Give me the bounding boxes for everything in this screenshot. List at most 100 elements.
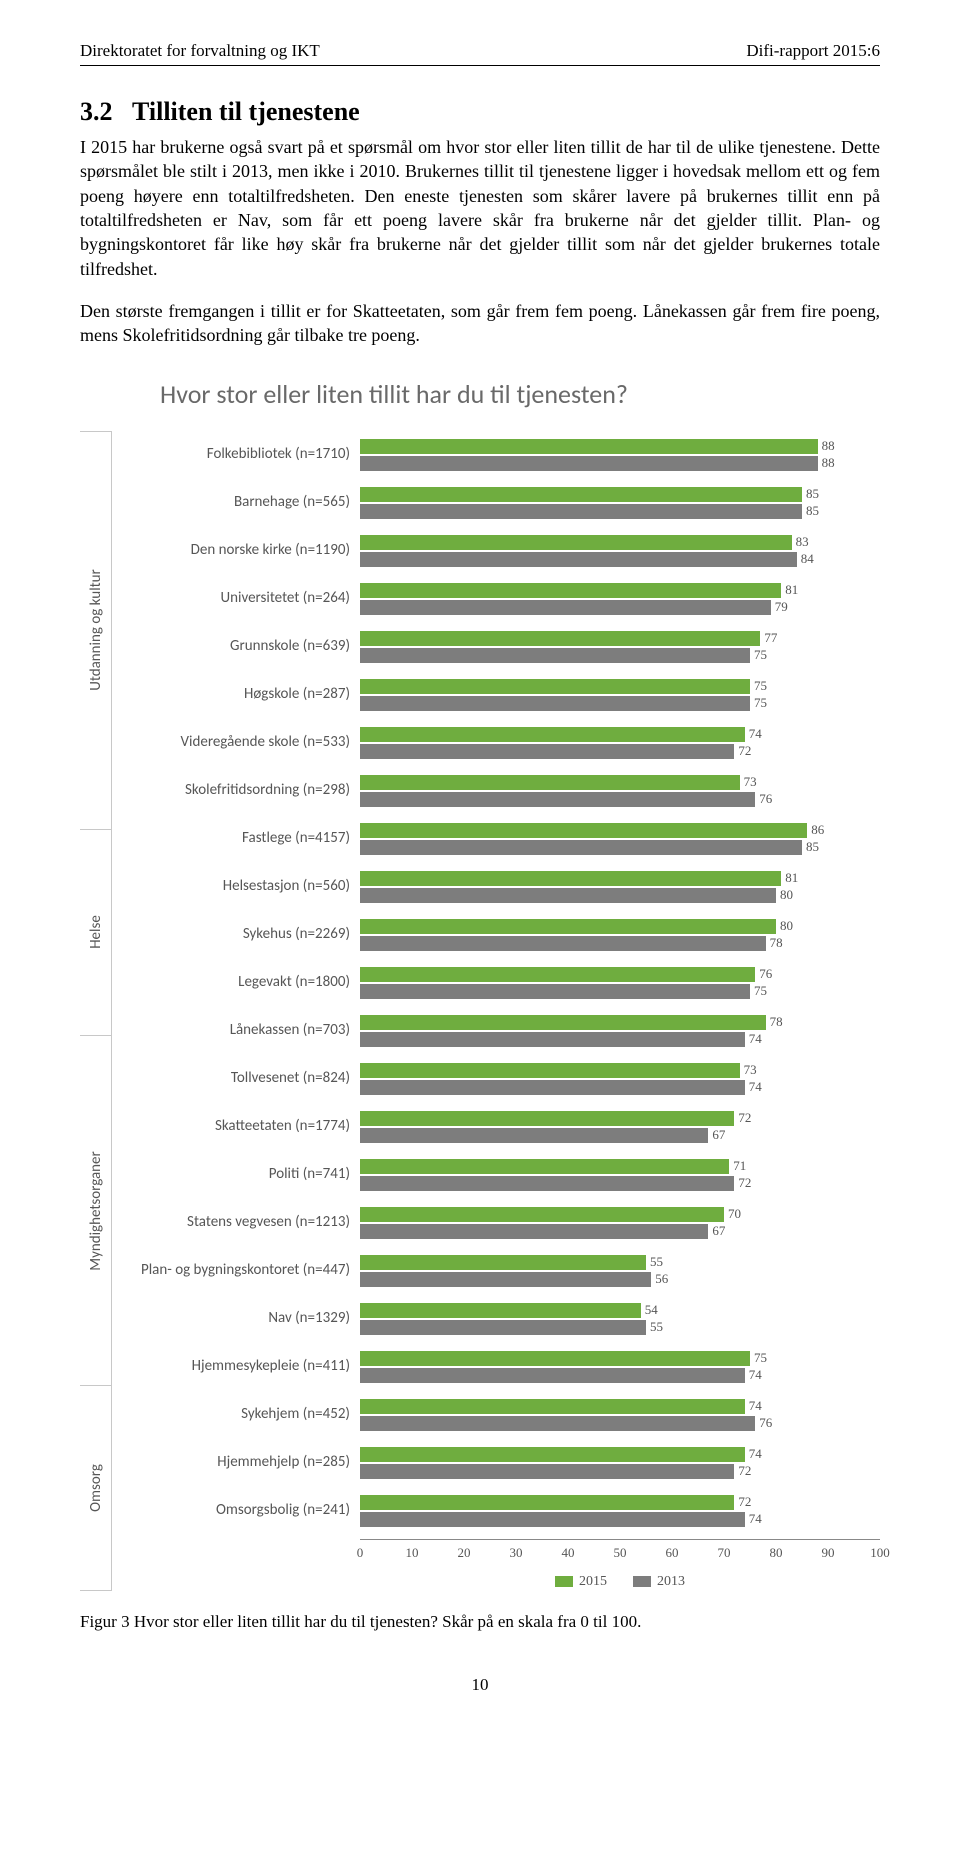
bar: 88 — [360, 456, 880, 471]
bar: 72 — [360, 1495, 880, 1510]
category-cell: Omsorg — [80, 1385, 111, 1591]
bar-value: 55 — [646, 1253, 663, 1271]
bar-rect — [360, 679, 750, 694]
bar-rect — [360, 1207, 724, 1222]
bar-value: 78 — [766, 934, 783, 952]
bar: 71 — [360, 1159, 880, 1174]
row-label: Fastlege (n=4157) — [112, 815, 360, 863]
bar: 75 — [360, 679, 880, 694]
bar-rect — [360, 1303, 641, 1318]
bar-rect — [360, 1032, 745, 1047]
bar-value: 88 — [818, 454, 835, 472]
legend-swatch-2013 — [633, 1576, 651, 1587]
bar-value: 85 — [802, 485, 819, 503]
bar-value: 72 — [734, 742, 751, 760]
bar-rect — [360, 487, 802, 502]
category-label: Myndighetsorganer — [85, 1151, 105, 1271]
row-label: Tollvesenet (n=824) — [112, 1055, 360, 1103]
bar: 74 — [360, 1512, 880, 1527]
bar-rect — [360, 1111, 734, 1126]
section-heading: 3.2 Tilliten til tjenestene — [80, 94, 880, 129]
page-number: 10 — [80, 1674, 880, 1697]
row-label: Skatteetaten (n=1774) — [112, 1103, 360, 1151]
section-title-text: Tilliten til tjenestene — [132, 97, 360, 126]
row-label: Grunnskole (n=639) — [112, 623, 360, 671]
figure-caption: Figur 3 Hvor stor eller liten tillit har… — [80, 1611, 880, 1634]
bar-value: 84 — [797, 550, 814, 568]
bar-value: 76 — [755, 790, 772, 808]
bar-rect — [360, 1320, 646, 1335]
page-header: Direktoratet for forvaltning og IKT Difi… — [80, 40, 880, 66]
bar-rect — [360, 648, 750, 663]
x-tick: 40 — [562, 1544, 575, 1562]
bar: 75 — [360, 648, 880, 663]
bar-rect — [360, 775, 740, 790]
bar-value: 67 — [708, 1222, 725, 1240]
row-bars: 8888 — [360, 431, 880, 479]
bar: 75 — [360, 696, 880, 711]
bar-value: 74 — [745, 1030, 762, 1048]
bar: 72 — [360, 1176, 880, 1191]
bar-rect — [360, 1159, 729, 1174]
bar-rect — [360, 727, 745, 742]
row-label: Folkebibliotek (n=1710) — [112, 431, 360, 479]
bar-rect — [360, 840, 802, 855]
bar-rect — [360, 600, 771, 615]
bar-value: 74 — [745, 1078, 762, 1096]
row-label: Videregående skole (n=533) — [112, 719, 360, 767]
row-bars: 5556 — [360, 1247, 880, 1295]
plot-area: 8888858583848179777575757472737686858180… — [360, 431, 880, 1535]
bar-value: 75 — [750, 646, 767, 664]
bar-value: 75 — [750, 677, 767, 695]
bar: 81 — [360, 583, 880, 598]
bar: 55 — [360, 1320, 880, 1335]
bar: 74 — [360, 1447, 880, 1462]
row-label: Nav (n=1329) — [112, 1295, 360, 1343]
bar-rect — [360, 1512, 745, 1527]
bar: 79 — [360, 600, 880, 615]
bar-value: 80 — [776, 886, 793, 904]
bar: 70 — [360, 1207, 880, 1222]
row-label: Sykehus (n=2269) — [112, 911, 360, 959]
bar: 75 — [360, 1351, 880, 1366]
bar: 74 — [360, 1368, 880, 1383]
category-cell: Utdanning og kultur — [80, 431, 111, 829]
x-tick: 90 — [822, 1544, 835, 1562]
row-bars: 8179 — [360, 575, 880, 623]
bar: 85 — [360, 840, 880, 855]
bar: 74 — [360, 1032, 880, 1047]
bar-rect — [360, 631, 760, 646]
x-tick: 60 — [666, 1544, 679, 1562]
bar: 54 — [360, 1303, 880, 1318]
row-bars: 8078 — [360, 911, 880, 959]
row-label: Skolefritidsordning (n=298) — [112, 767, 360, 815]
category-label: Omsorg — [85, 1464, 105, 1512]
row-bars: 7067 — [360, 1199, 880, 1247]
header-right: Difi-rapport 2015:6 — [746, 40, 880, 63]
row-bars: 7575 — [360, 671, 880, 719]
row-bars: 7172 — [360, 1151, 880, 1199]
header-left: Direktoratet for forvaltning og IKT — [80, 40, 320, 63]
bar: 72 — [360, 1111, 880, 1126]
bar-value: 55 — [646, 1318, 663, 1336]
row-label: Legevakt (n=1800) — [112, 959, 360, 1007]
bar-value: 81 — [781, 869, 798, 887]
bar: 74 — [360, 1399, 880, 1414]
row-bars: 7574 — [360, 1343, 880, 1391]
bar-rect — [360, 1063, 740, 1078]
bar-value: 71 — [729, 1157, 746, 1175]
legend-item-2013: 2013 — [633, 1573, 685, 1592]
row-label: Lånekassen (n=703) — [112, 1007, 360, 1055]
bar-rect — [360, 936, 766, 951]
row-label: Sykehjem (n=452) — [112, 1391, 360, 1439]
paragraph-1: I 2015 har brukerne også svart på et spø… — [80, 135, 880, 281]
bar: 67 — [360, 1224, 880, 1239]
x-tick: 80 — [770, 1544, 783, 1562]
bar: 73 — [360, 1063, 880, 1078]
bar: 74 — [360, 1080, 880, 1095]
x-tick: 0 — [357, 1544, 364, 1562]
bar-rect — [360, 696, 750, 711]
row-label: Høgskole (n=287) — [112, 671, 360, 719]
bar-value: 70 — [724, 1205, 741, 1223]
bar-value: 81 — [781, 581, 798, 599]
